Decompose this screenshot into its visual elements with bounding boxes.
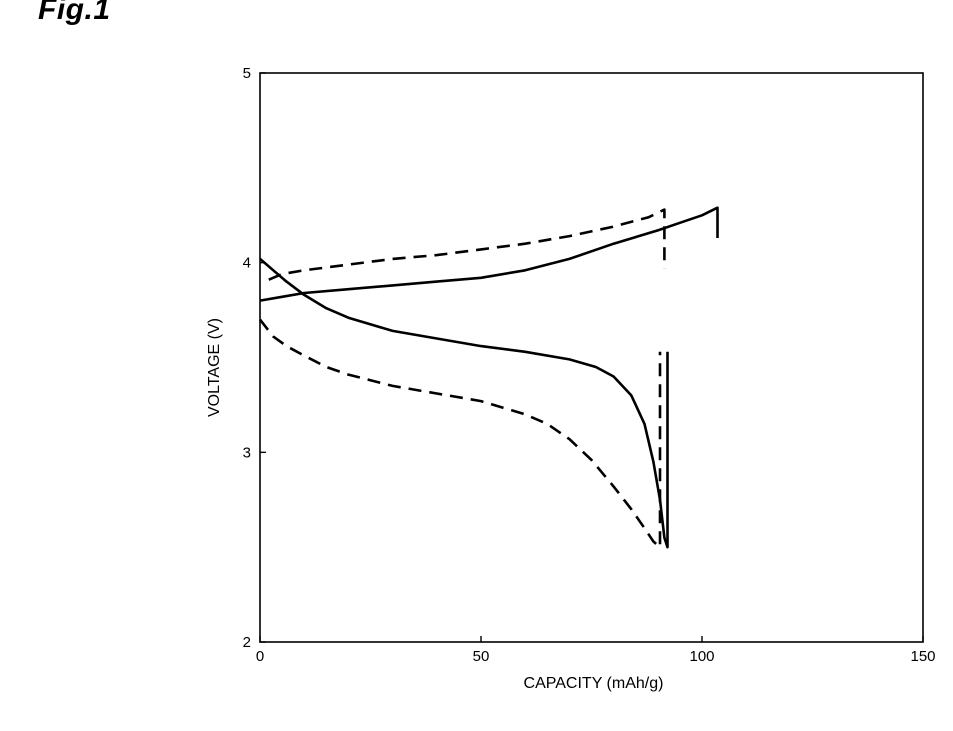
- x-tick-label: 0: [256, 648, 264, 665]
- y-tick-label: 2: [243, 634, 251, 651]
- series-line-2-dashed: [269, 210, 665, 280]
- series-line-4-dashed: [260, 320, 660, 548]
- x-axis-label: CAPACITY (mAh/g): [524, 675, 664, 692]
- y-tick-label: 4: [243, 255, 251, 272]
- x-tick-label: 100: [689, 648, 714, 665]
- y-tick-label: 5: [243, 65, 251, 82]
- x-tick-label: 50: [473, 648, 490, 665]
- plot-frame: [260, 73, 923, 642]
- series-line-1-solid: [260, 208, 718, 301]
- y-axis-label: VOLTAGE (V): [206, 318, 223, 417]
- series-line-3-solid: [260, 259, 668, 547]
- y-tick-label: 3: [243, 444, 251, 461]
- x-tick-label: 150: [910, 648, 935, 665]
